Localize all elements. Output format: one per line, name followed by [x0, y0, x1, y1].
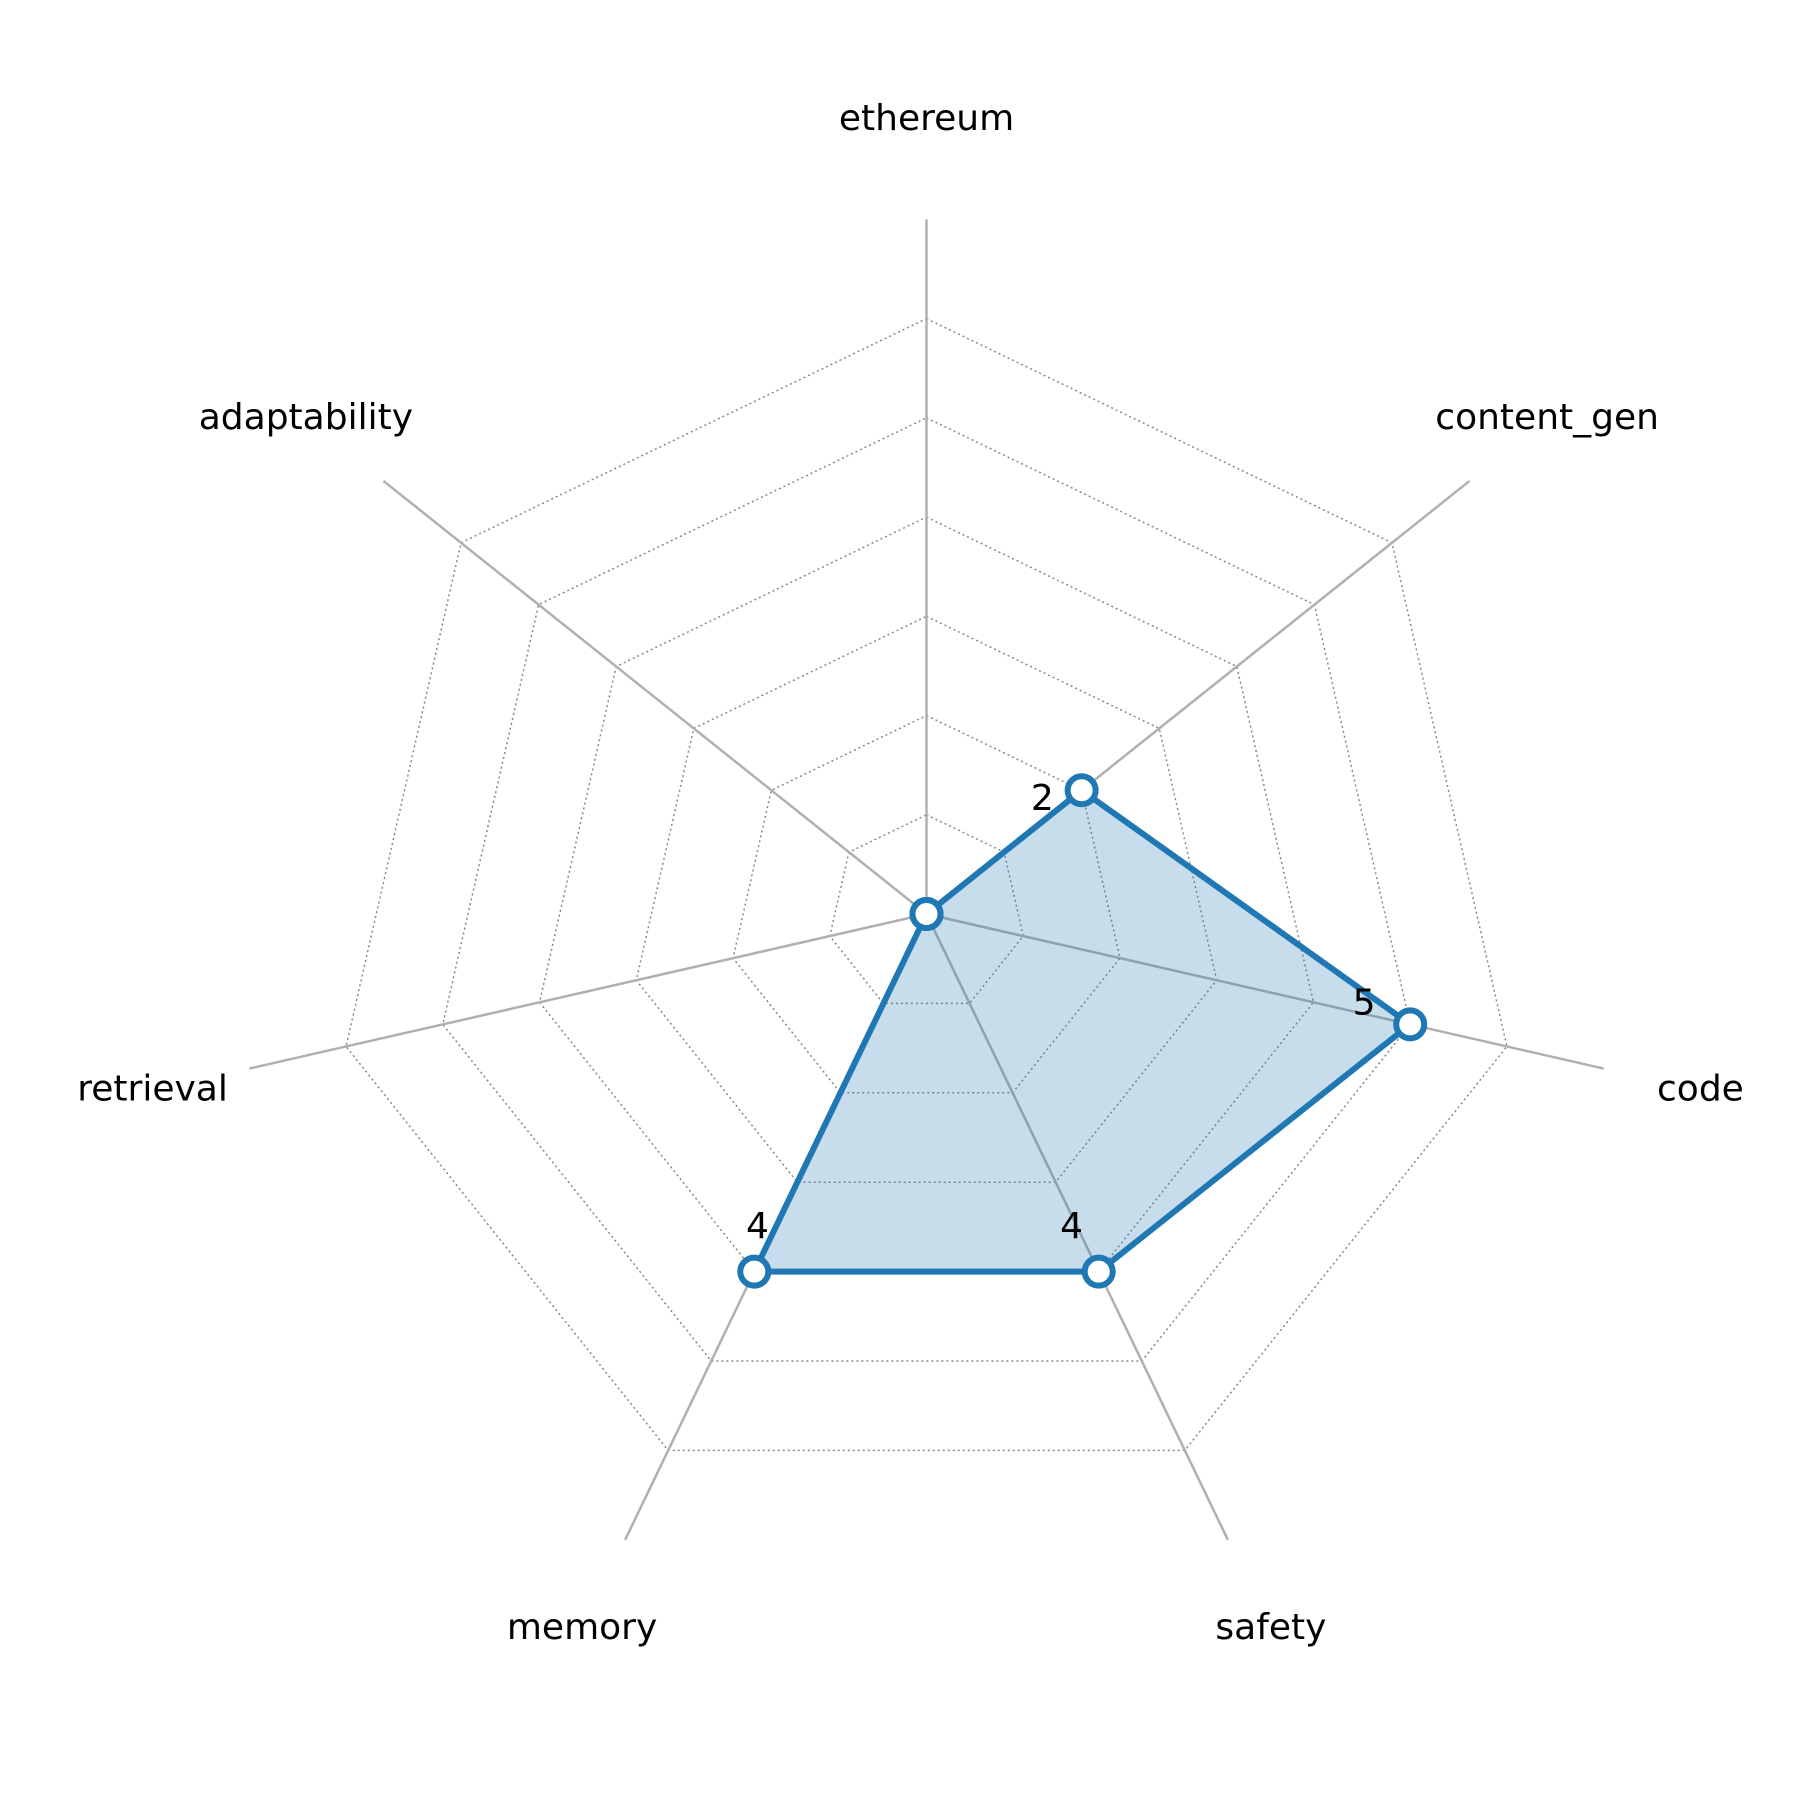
axis-line [925, 913, 1230, 1541]
axis-label: memory [507, 1607, 657, 1648]
area [751, 787, 1414, 1275]
axis-label: code [1657, 1069, 1744, 1110]
grid-ring [635, 615, 1218, 1183]
value-label: 2 [1031, 778, 1054, 819]
axis-label: retrieval [77, 1069, 228, 1110]
point [1064, 773, 1099, 808]
grid-ring [732, 714, 1121, 1094]
axis-label: safety [1215, 1607, 1326, 1648]
axis-label: adaptability [199, 397, 413, 438]
value-label: 4 [746, 1206, 769, 1247]
axis-line [926, 912, 1604, 1070]
grid-ring [441, 417, 1412, 1362]
value-label: 4 [1060, 1206, 1083, 1247]
value-label: 5 [1353, 983, 1376, 1024]
axis-line [249, 912, 927, 1070]
axis-line [382, 479, 928, 915]
axis-label: content_gen [1435, 397, 1659, 438]
axis-label: ethereum [839, 98, 1014, 139]
point [1081, 1254, 1116, 1289]
point [1393, 1007, 1428, 1042]
grid-ring [828, 813, 1025, 1005]
point [737, 1254, 772, 1289]
point [909, 897, 944, 931]
